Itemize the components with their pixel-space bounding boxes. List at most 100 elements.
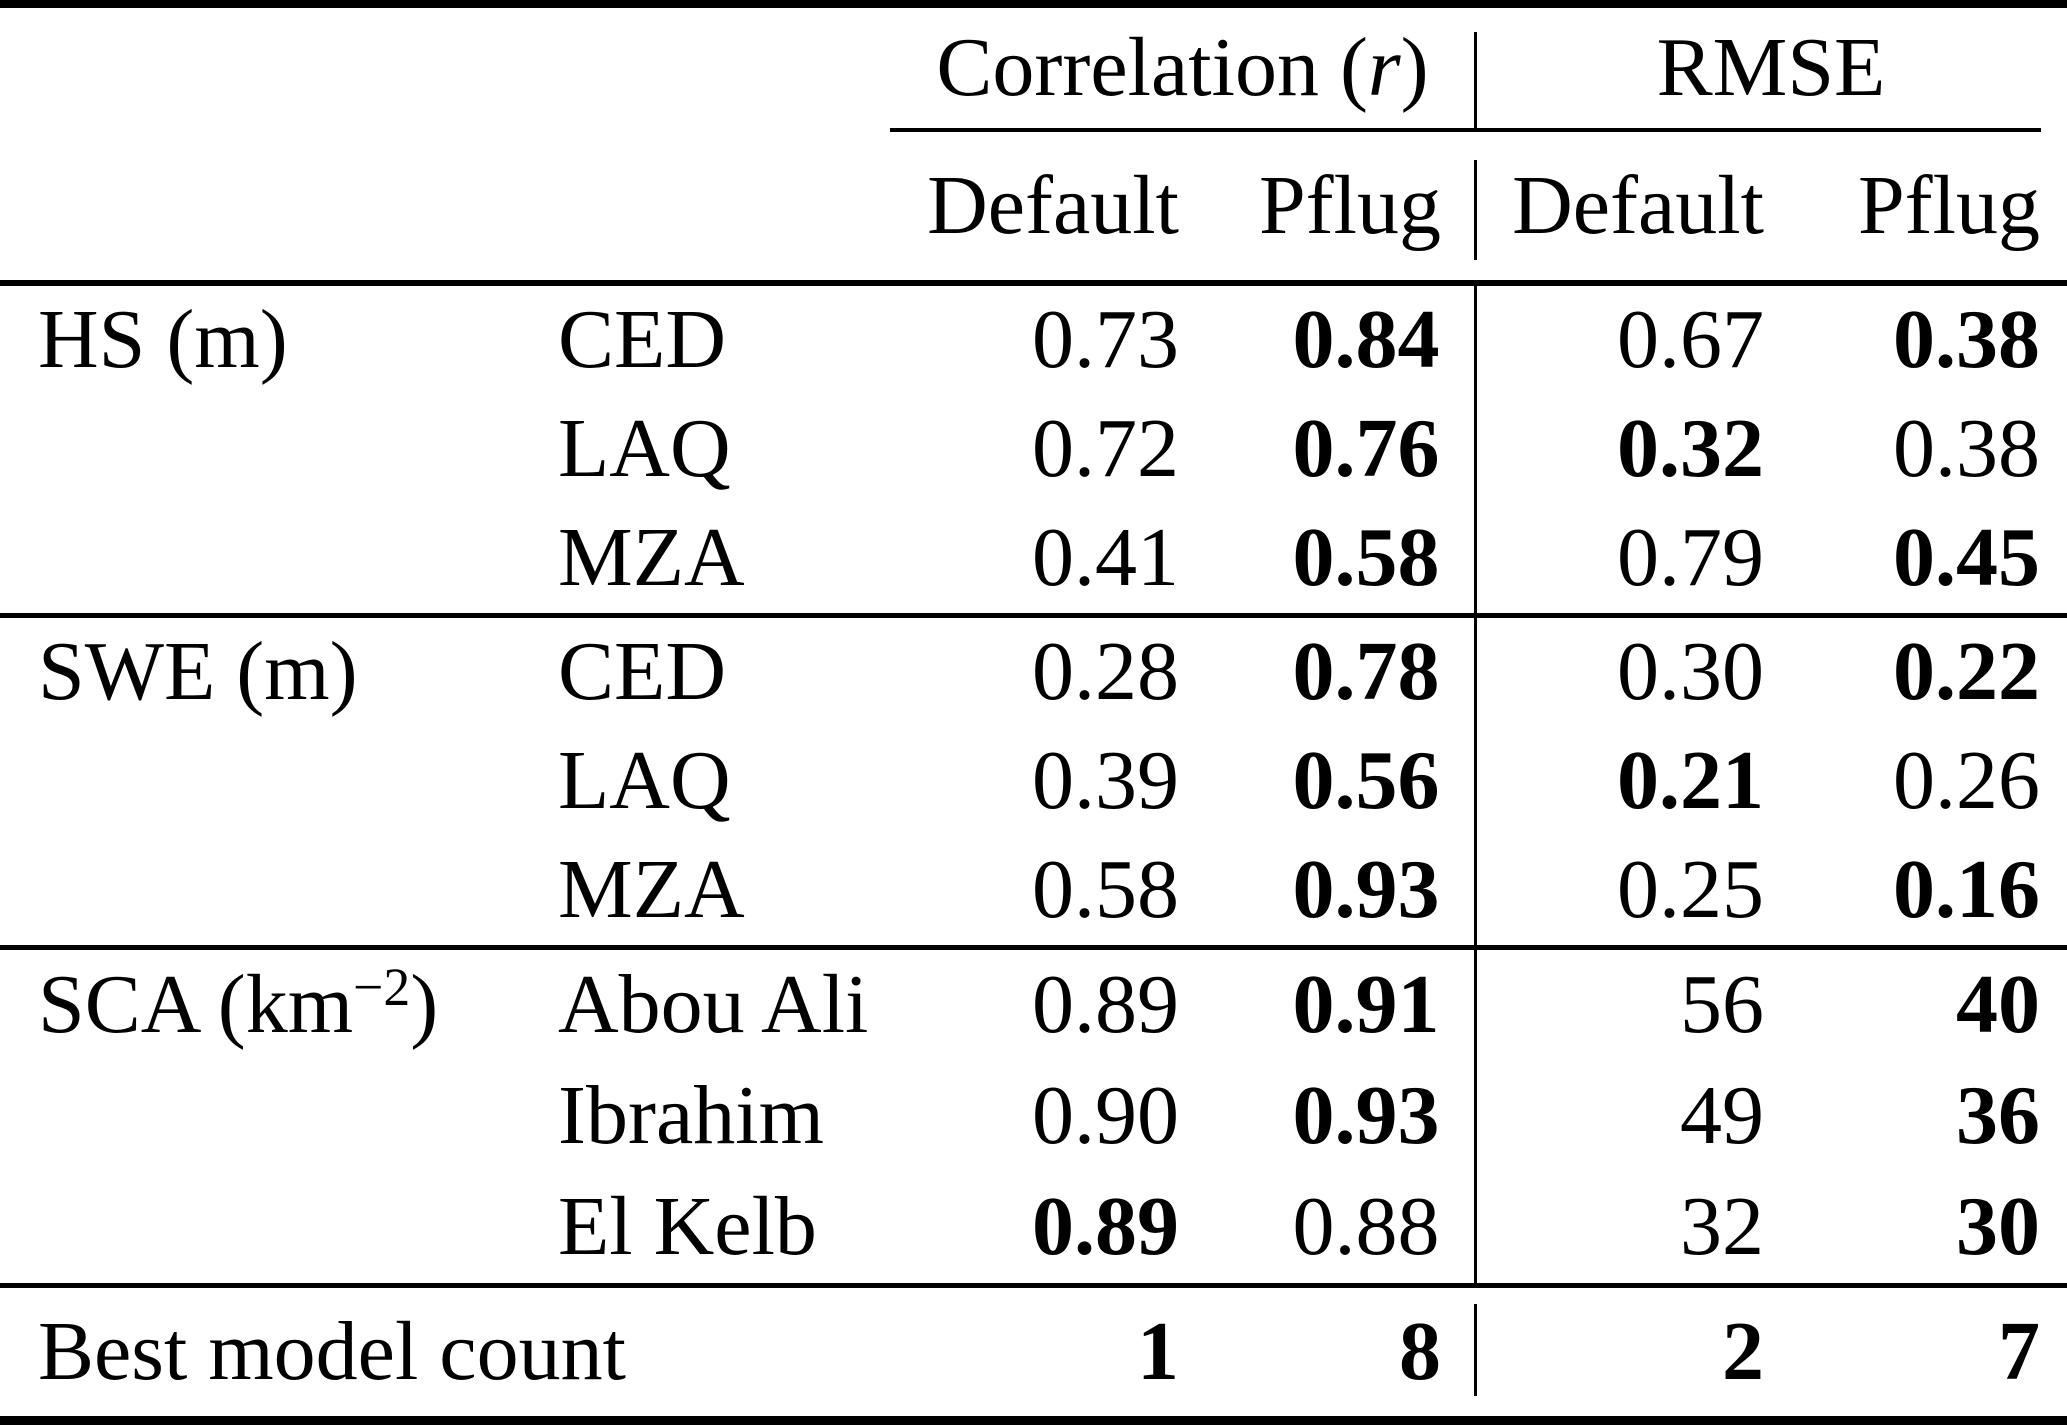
sub-header-rmse-pflug: Pflug: [1857, 158, 2040, 252]
rule-top-cell: [0, 0, 2067, 8]
corr-pflug-value: 0.88: [1292, 1180, 1440, 1274]
rmse-default-value: 0.32: [1473, 395, 1770, 504]
table-row: SWE (m) CED 0.28 0.78 0.30 0.22: [0, 618, 2067, 727]
sub-header-rmse-default: Default: [1474, 132, 1770, 280]
rule-cell: [0, 280, 2067, 286]
station-label: Abou Ali: [558, 958, 869, 1052]
variable-label: [0, 727, 520, 836]
rmse-pflug-value: 0.38: [1893, 402, 2040, 496]
corr-default-value: 0.41: [1032, 511, 1179, 605]
rule-bottom: [0, 1416, 2067, 1425]
footer-rmse-pflug-count: 7: [1998, 1304, 2040, 1398]
spacer-cell: [0, 132, 890, 280]
table-row: LAQ 0.39 0.56 0.21 0.26: [0, 727, 2067, 836]
rule-bar: [0, 280, 2067, 286]
rule-bottom-cell: [0, 1416, 2067, 1425]
rule-section: [0, 945, 2067, 950]
corr-pflug-value: 0.93: [1292, 843, 1440, 937]
corr-default-value: 0.58: [1032, 843, 1179, 937]
variable-text: SCA (km: [38, 958, 354, 1052]
variable-suffix: ): [410, 958, 439, 1052]
station-label: LAQ: [558, 402, 731, 496]
rmse-pflug-value: 0.22: [1893, 625, 2040, 719]
rule-section: [0, 1283, 2067, 1288]
footer-row: Best model count 1 8 2 7: [0, 1288, 2067, 1416]
corr-pflug-value: 0.56: [1292, 734, 1440, 828]
station-label: El Kelb: [558, 1180, 817, 1274]
sub-header-row: Default Pflug Default Pflug: [0, 132, 2067, 280]
station-label: MZA: [558, 843, 745, 937]
corr-pflug-value: 0.76: [1292, 402, 1440, 496]
spacer-cell: [0, 8, 890, 128]
rule-cmid-bar: [890, 128, 2041, 132]
footer-corr-pflug-count: 8: [1399, 1304, 1441, 1398]
table-row: SCA (km−2) Abou Ali 0.89 0.91 56 40: [0, 950, 2067, 1061]
correlation-label-suffix: ): [1400, 20, 1429, 114]
rmse-default-value: 0.21: [1473, 727, 1770, 836]
variable-label: [0, 1061, 520, 1172]
rule-bar: [0, 945, 2067, 950]
rmse-default-value: 0.67: [1473, 286, 1770, 395]
correlation-r-symbol: r: [1367, 20, 1401, 114]
rule-cell: [0, 945, 2067, 950]
table-row: El Kelb 0.89 0.88 32 30: [0, 1172, 2067, 1283]
group-header-rmse: RMSE: [1474, 8, 2067, 128]
rmse-pflug-value: 30: [1956, 1180, 2040, 1274]
table-row: LAQ 0.72 0.76 0.32 0.38: [0, 395, 2067, 504]
station-label: LAQ: [558, 734, 731, 828]
corr-default-value: 0.89: [1032, 1180, 1179, 1274]
corr-pflug-value: 0.78: [1292, 625, 1440, 719]
rmse-default-value: 0.79: [1473, 504, 1770, 613]
variable-label: SWE (m): [0, 618, 520, 727]
rmse-default-value: 56: [1473, 950, 1770, 1061]
corr-pflug-value: 0.84: [1292, 293, 1440, 387]
rule-header-bottom: [0, 280, 2067, 286]
corr-default-value: 0.28: [1032, 625, 1179, 719]
sub-header-corr-pflug: Pflug: [1258, 158, 1441, 252]
variable-text: HS (m): [38, 293, 288, 387]
station-label: CED: [558, 625, 726, 719]
rule-bar: [0, 1283, 2067, 1288]
corr-default-value: 0.90: [1032, 1069, 1179, 1163]
table-row: MZA 0.58 0.93 0.25 0.16: [0, 836, 2067, 945]
footer-rmse-default-count: 2: [1474, 1288, 1770, 1416]
rule-cmid: [0, 128, 2067, 132]
rule-cell: [0, 613, 2067, 618]
station-label: CED: [558, 293, 726, 387]
station-label: MZA: [558, 511, 745, 605]
rmse-default-value: 32: [1473, 1172, 1770, 1283]
rmse-default-value: 49: [1473, 1061, 1770, 1172]
corr-default-value: 0.39: [1032, 734, 1179, 828]
rmse-default-value: 0.30: [1473, 618, 1770, 727]
rmse-pflug-value: 36: [1956, 1069, 2040, 1163]
group-header-correlation: Correlation (r): [890, 8, 1475, 128]
variable-label: [0, 1172, 520, 1283]
rmse-pflug-value: 0.38: [1893, 293, 2040, 387]
station-label: Ibrahim: [558, 1069, 824, 1163]
rule-top-bar: [0, 0, 2067, 8]
rmse-pflug-value: 0.16: [1893, 843, 2040, 937]
rule-bar: [0, 613, 2067, 618]
corr-pflug-value: 0.91: [1292, 958, 1440, 1052]
rule-cmid-cell: [890, 128, 2067, 132]
corr-pflug-value: 0.58: [1292, 511, 1440, 605]
corr-default-value: 0.89: [1032, 958, 1179, 1052]
variable-label: [0, 836, 520, 945]
variable-superscript: −2: [353, 957, 411, 1018]
rule-section: [0, 613, 2067, 618]
corr-default-value: 0.72: [1032, 402, 1179, 496]
rmse-pflug-value: 40: [1956, 958, 2040, 1052]
table-row: MZA 0.41 0.58 0.79 0.45: [0, 504, 2067, 613]
rmse-pflug-value: 0.45: [1893, 511, 2040, 605]
variable-label: SCA (km−2): [0, 950, 520, 1061]
variable-label: [0, 395, 520, 504]
corr-default-value: 0.73: [1032, 293, 1179, 387]
corr-pflug-value: 0.93: [1292, 1069, 1440, 1163]
group-header-row: Correlation (r) RMSE: [0, 8, 2067, 128]
rmse-default-value: 0.25: [1473, 836, 1770, 945]
footer-label: Best model count: [38, 1304, 626, 1398]
variable-label: [0, 504, 520, 613]
variable-label: HS (m): [0, 286, 520, 395]
sub-header-corr-default: Default: [927, 158, 1179, 252]
